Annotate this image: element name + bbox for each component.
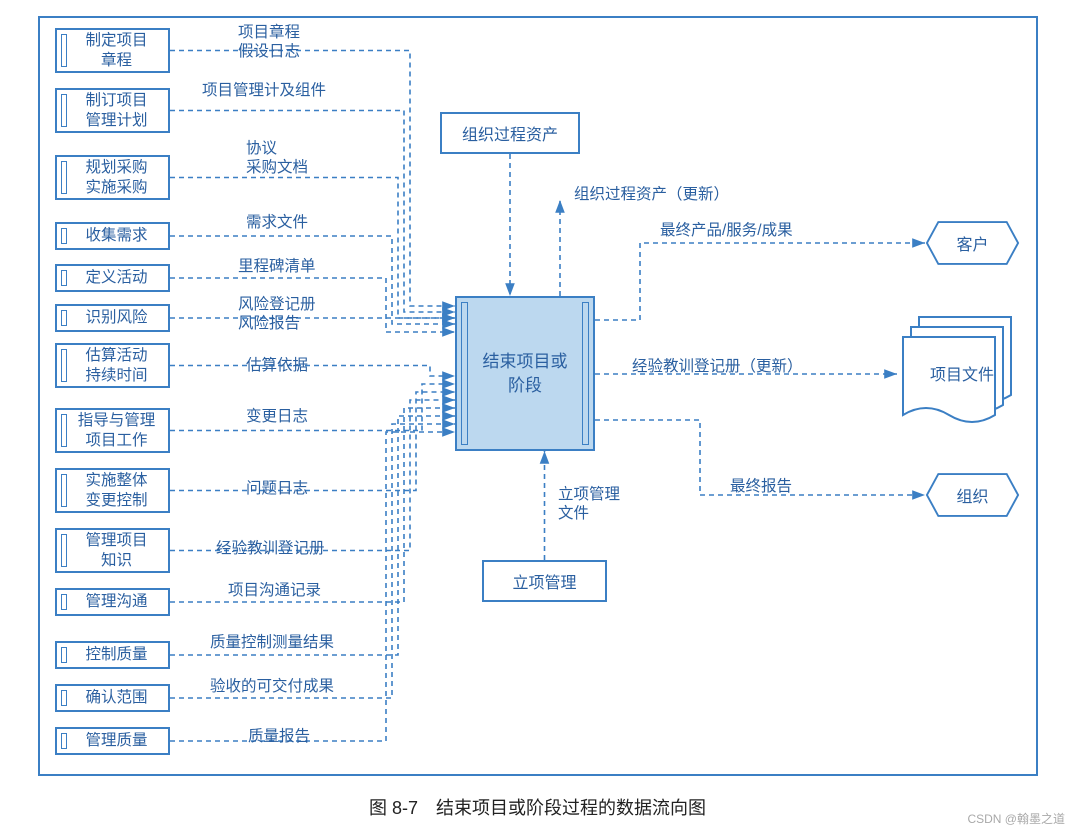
center-process-label: 结束项目或阶段 xyxy=(483,350,568,398)
edge-label: 问题日志 xyxy=(246,480,308,499)
edge-label: 估算依据 xyxy=(246,357,308,376)
doc-stack: 项目文件 xyxy=(897,315,1027,430)
watermark: CSDN @翰墨之道 xyxy=(967,810,1065,827)
bottom-node-label: 立项管理 xyxy=(512,569,576,593)
edge-label: 项目章程假设日志 xyxy=(238,24,300,61)
bottom-node: 立项管理 xyxy=(482,560,607,602)
edge-label: 最终产品/服务/成果 xyxy=(660,222,793,241)
hex-customer: 客户 xyxy=(925,220,1020,266)
left-process-label: 管理沟通 xyxy=(85,592,147,611)
left-process-b3: 规划采购实施采购 xyxy=(55,155,170,200)
left-process-b4: 收集需求 xyxy=(55,222,170,250)
edge-label: 最终报告 xyxy=(730,478,792,497)
left-process-label: 实施整体变更控制 xyxy=(85,471,147,510)
doc-stack-label: 项目文件 xyxy=(897,361,1027,385)
edge-label: 经验教训登记册 xyxy=(216,540,325,559)
center-process: 结束项目或阶段 xyxy=(455,296,595,451)
top-node-label: 组织过程资产 xyxy=(462,121,558,145)
edge-label: 质量控制测量结果 xyxy=(210,634,334,653)
left-process-b13: 确认范围 xyxy=(55,684,170,712)
left-process-b7: 估算活动持续时间 xyxy=(55,343,170,388)
left-process-label: 收集需求 xyxy=(85,226,147,245)
left-process-label: 估算活动持续时间 xyxy=(85,346,147,385)
left-process-label: 确认范围 xyxy=(85,688,147,707)
edge-label: 验收的可交付成果 xyxy=(210,678,334,697)
left-process-b8: 指导与管理项目工作 xyxy=(55,408,170,453)
top-node: 组织过程资产 xyxy=(440,112,580,154)
left-process-b12: 控制质量 xyxy=(55,641,170,669)
left-process-b6: 识别风险 xyxy=(55,304,170,332)
edge-label: 组织过程资产（更新） xyxy=(574,186,729,205)
hex-customer-label: 客户 xyxy=(956,231,988,255)
edge-label: 质量报告 xyxy=(248,728,310,747)
left-process-b9: 实施整体变更控制 xyxy=(55,468,170,513)
left-process-b2: 制订项目管理计划 xyxy=(55,88,170,133)
edge-label: 变更日志 xyxy=(246,408,308,427)
edge-label: 立项管理文件 xyxy=(558,486,620,523)
edge-label: 经验教训登记册（更新） xyxy=(632,358,803,377)
left-process-label: 制定项目章程 xyxy=(85,31,147,70)
figure-caption: 图 8-7 结束项目或阶段过程的数据流向图 xyxy=(0,794,1075,820)
hex-org-label: 组织 xyxy=(956,483,988,507)
left-process-label: 管理质量 xyxy=(85,731,147,750)
edge-label: 协议采购文档 xyxy=(246,140,308,177)
edge-label: 里程碑清单 xyxy=(238,258,316,277)
left-process-label: 定义活动 xyxy=(85,268,147,287)
hex-org: 组织 xyxy=(925,472,1020,518)
left-process-b14: 管理质量 xyxy=(55,727,170,755)
left-process-b11: 管理沟通 xyxy=(55,588,170,616)
left-process-b10: 管理项目知识 xyxy=(55,528,170,573)
edge-label: 项目管理计及组件 xyxy=(202,82,326,101)
left-process-b1: 制定项目章程 xyxy=(55,28,170,73)
left-process-label: 指导与管理项目工作 xyxy=(78,411,156,450)
edge-label: 风险登记册风险报告 xyxy=(238,296,316,333)
left-process-label: 识别风险 xyxy=(85,308,147,327)
left-process-label: 管理项目知识 xyxy=(85,531,147,570)
left-process-label: 控制质量 xyxy=(85,645,147,664)
edge-label: 需求文件 xyxy=(246,214,308,233)
left-process-label: 制订项目管理计划 xyxy=(85,91,147,130)
edge-label: 项目沟通记录 xyxy=(228,582,321,601)
left-process-label: 规划采购实施采购 xyxy=(85,158,147,197)
left-process-b5: 定义活动 xyxy=(55,264,170,292)
